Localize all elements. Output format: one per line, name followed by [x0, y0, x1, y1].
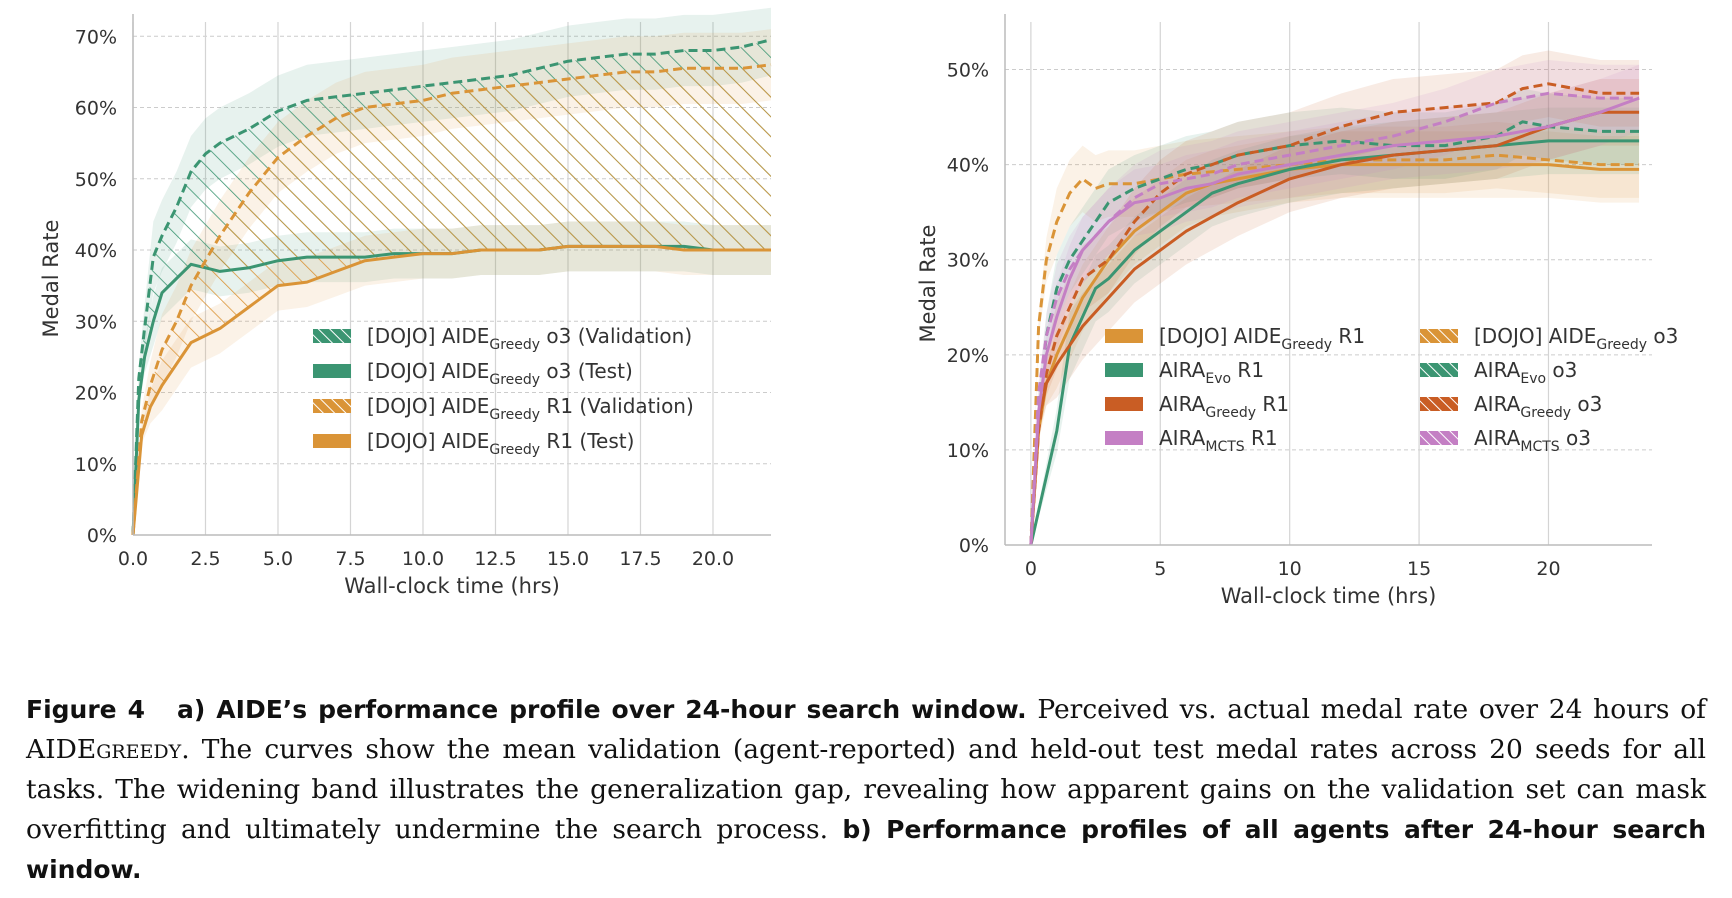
y-tick-label: 50%: [75, 169, 117, 191]
y-tick-label: 70%: [75, 26, 117, 48]
legend-label: [DOJO] AIDEGreedy R1 (Test): [367, 429, 634, 458]
legend-swatch-hatch: [1420, 397, 1458, 411]
series-line-aira-mcts-o3: [1029, 91, 1640, 546]
generalization-gap-hatch: [133, 64, 771, 535]
chart-panel-b: 0% 10% 20% 30% 40% 50% 0 5 10 15 20 Wall-clock time…: [916, 14, 1678, 608]
x-tick-label: 5.0: [263, 548, 293, 570]
caption-part-a-title: a) AIDE’s performance profile over 24-ho…: [177, 695, 1027, 724]
y-tick-label: 10%: [947, 440, 989, 462]
confidence-band: [1030, 107, 1640, 545]
x-tick-label: 15.0: [547, 548, 589, 570]
confidence-band: [1030, 131, 1640, 545]
legend-swatch-hatch: [313, 399, 351, 413]
x-tick-label: 0.0: [118, 548, 148, 570]
y-tick-label: 0%: [959, 535, 989, 557]
x-tick-label: 17.5: [619, 548, 661, 570]
confidence-band: [1030, 121, 1640, 545]
y-axis-label: Medal Rate: [916, 225, 940, 343]
confidence-band: [1030, 64, 1640, 546]
legend-label: [DOJO] AIDEGreedy o3 (Test): [367, 359, 633, 388]
y-tick-label: 40%: [947, 155, 989, 177]
legend-label: AIRAMCTS o3: [1474, 426, 1591, 455]
y-tick-label: 50%: [947, 60, 989, 82]
legend-label: AIRAMCTS R1: [1159, 426, 1278, 455]
x-tick-label: 20: [1536, 558, 1560, 580]
x-tick-label: 2.5: [190, 548, 220, 570]
series-line-aira-greedy-r1: [1029, 110, 1640, 546]
x-tick-label: 20.0: [692, 548, 734, 570]
series-line-aira-greedy-o3: [1029, 82, 1640, 546]
y-tick-label: 10%: [75, 454, 117, 476]
y-tick-label: 0%: [87, 525, 117, 547]
y-tick-label: 20%: [947, 345, 989, 367]
legend-swatch: [1105, 329, 1143, 343]
legend-swatch-hatch: [313, 329, 351, 343]
legend-swatch: [313, 364, 351, 378]
y-tick-label: 30%: [75, 311, 117, 333]
confidence-band: [1030, 88, 1640, 546]
legend-label: AIRAEvo R1: [1159, 358, 1264, 387]
legend-label: [DOJO] AIDEGreedy R1 (Validation): [367, 394, 694, 423]
legend-label: AIRAGreedy o3: [1474, 392, 1602, 421]
x-axis-label: Wall-clock time (hrs): [344, 574, 560, 598]
legend-swatch: [313, 434, 351, 448]
legend-swatch: [1105, 431, 1143, 445]
y-tick-label: 60%: [75, 98, 117, 120]
series-line--dojo-aide-greedy-o3-validation-: [131, 38, 772, 536]
caption-part-b-title: b) Performance profiles of all agents af…: [26, 815, 1707, 884]
series-line--dojo-aide-greedy-r1-validation-: [131, 63, 772, 536]
legend-label: [DOJO] AIDEGreedy o3 (Validation): [367, 324, 692, 353]
chart-panel-a: 0% 10% 20% 30% 40% 50% 60% 70% 0.0 2.5 5.0 7.5 10.0 1…: [39, 7, 772, 598]
x-tick-label: 15: [1407, 558, 1431, 580]
legend-label: [DOJO] AIDEGreedy R1: [1159, 324, 1365, 353]
legend-label: AIRAGreedy R1: [1159, 392, 1289, 421]
caption-text-2: . The curves show the mean validation (a…: [26, 734, 1706, 845]
figure-label: Figure 4: [26, 695, 145, 724]
series-line-aira-mcts-r1: [1029, 96, 1640, 546]
legend-swatch-hatch: [1420, 363, 1458, 377]
caption-greedy: greedy: [96, 734, 182, 765]
y-tick-label: 40%: [75, 240, 117, 262]
x-tick-label: 10: [1278, 558, 1302, 580]
confidence-band: [1030, 79, 1640, 546]
x-axis-label: Wall-clock time (hrs): [1221, 584, 1437, 608]
confidence-band: [133, 221, 771, 535]
figure-caption: Figure 4 a) AIDE’s performance profile o…: [26, 690, 1706, 890]
x-tick-label: 12.5: [474, 548, 516, 570]
legend-label: [DOJO] AIDEGreedy o3: [1474, 324, 1678, 353]
y-tick-label: 20%: [75, 383, 117, 405]
legend-swatch: [1105, 363, 1143, 377]
confidence-band: [1030, 60, 1640, 545]
series-line--dojo-aide-greedy-r1-test-: [131, 244, 771, 536]
series-line--dojo-aide-greedy-r1: [1029, 163, 1640, 546]
legend-swatch: [1105, 397, 1143, 411]
y-tick-label: 30%: [947, 250, 989, 272]
x-tick-label: 7.5: [335, 548, 365, 570]
legend-swatch-hatch: [1420, 329, 1458, 343]
legend-label: AIRAEvo o3: [1474, 358, 1577, 387]
y-axis-label: Medal Rate: [39, 220, 63, 338]
figure: 0%10%20%30%40%50%60%70%0.0 2.5 5.0 7.5 10.0 1…: [39, 7, 1678, 608]
x-tick-label: 5: [1154, 558, 1166, 580]
series-line--dojo-aide-greedy-o3: [1029, 153, 1640, 546]
x-tick-label: 10.0: [402, 548, 444, 570]
series-line-aira-evo-o3: [1029, 120, 1640, 546]
legend-swatch-hatch: [1420, 431, 1458, 445]
x-tick-label: 0: [1025, 558, 1037, 580]
caption-text-1: Perceived vs. actual medal rate over 24 …: [26, 694, 1706, 765]
